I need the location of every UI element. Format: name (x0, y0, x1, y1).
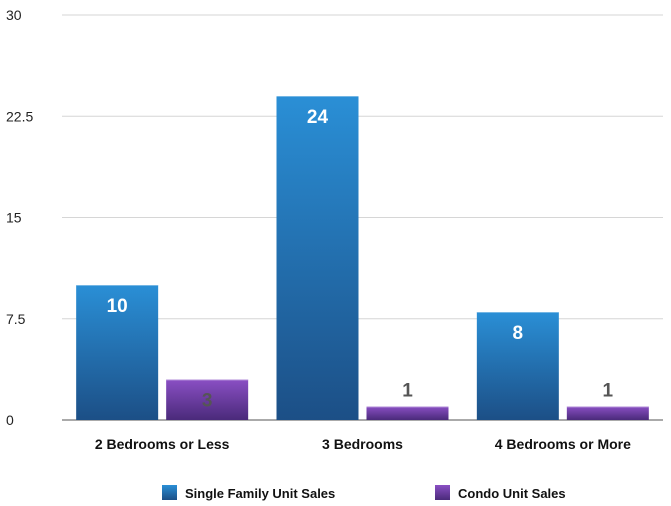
legend-label: Condo Unit Sales (458, 486, 566, 501)
data-label: 8 (513, 323, 524, 344)
bar-condo (566, 406, 649, 420)
data-labels: 10 3 24 1 8 1 (107, 107, 614, 412)
legend: Single Family Unit Sales Condo Unit Sales (162, 485, 566, 501)
gridlines (62, 14, 663, 421)
y-tick-label: 22.5 (6, 108, 33, 124)
x-category-label: 3 Bedrooms (322, 436, 403, 452)
x-axis-categories: 2 Bedrooms or Less 3 Bedrooms 4 Bedrooms o… (95, 436, 631, 452)
y-axis-ticks: 0 7.5 15 22.5 30 (6, 7, 33, 428)
bar-single-family (276, 96, 359, 420)
bars (76, 96, 649, 420)
x-category-label: 2 Bedrooms or Less (95, 436, 230, 452)
y-tick-label: 30 (6, 7, 22, 23)
legend-swatch (435, 485, 450, 500)
x-category-label: 4 Bedrooms or More (495, 436, 631, 452)
y-tick-label: 7.5 (6, 311, 26, 327)
data-label: 1 (603, 381, 614, 402)
legend-label: Single Family Unit Sales (185, 486, 335, 501)
y-tick-label: 15 (6, 210, 22, 226)
y-tick-label: 0 (6, 412, 14, 428)
data-label: 3 (202, 391, 213, 412)
bar-single-family (76, 285, 159, 420)
data-label: 10 (107, 296, 128, 317)
bar-condo (166, 379, 249, 420)
bar-single-family (476, 312, 559, 420)
legend-swatch (162, 485, 177, 500)
data-label: 1 (402, 381, 413, 402)
bar-condo (366, 406, 449, 420)
data-label: 24 (307, 107, 329, 128)
